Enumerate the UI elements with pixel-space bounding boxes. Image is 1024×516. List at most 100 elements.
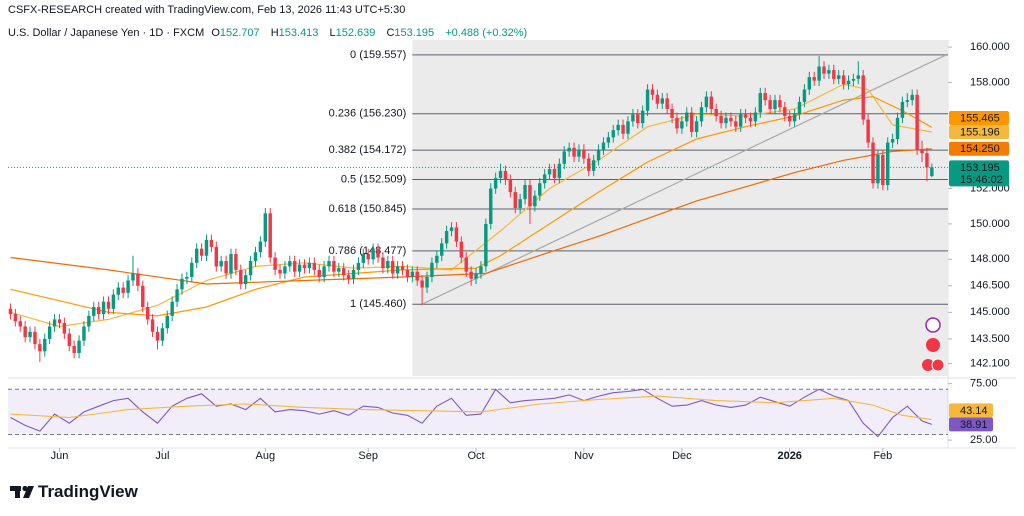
candle-body [258, 241, 263, 253]
candle-body [557, 163, 562, 178]
candle-body [356, 262, 361, 270]
candle-body [126, 280, 130, 293]
fib-shade [412, 40, 949, 376]
icon[interactable] [931, 358, 945, 372]
price-badge-countdown: 15:46:02 [960, 174, 1003, 186]
candle-body [523, 185, 527, 200]
candle-body [734, 121, 738, 127]
candle-body [542, 174, 547, 184]
rsi-badge-label: 43.14 [960, 405, 988, 417]
candle-body [351, 269, 356, 279]
candle-body [538, 183, 542, 196]
candle-body [400, 266, 405, 270]
logo-part [15, 486, 20, 498]
y-tick-label: 158.000 [970, 76, 1010, 88]
ohlc-key: C [386, 27, 395, 39]
candle-body [391, 261, 395, 274]
candle-body [787, 116, 792, 122]
candle-body [484, 223, 488, 267]
plot-area: 160.000158.000152.000150.000148.000146.5… [8, 40, 1010, 462]
fib-label: 0 (159.557) [350, 49, 406, 61]
candle-body [518, 199, 522, 208]
brand-name: TradingView [38, 482, 139, 501]
candle-body [253, 252, 258, 262]
candle-body [106, 301, 111, 309]
candle-body [890, 139, 895, 143]
y-tick-label: 148.000 [970, 253, 1010, 265]
candle-body [136, 273, 140, 286]
candle-body [469, 271, 473, 279]
fib-label: 1 (145.460) [350, 298, 406, 310]
ohlc-key: L [329, 27, 336, 39]
candle-body [861, 75, 865, 120]
candle-body [699, 107, 704, 122]
price-badge [949, 141, 1009, 156]
candle-body [631, 114, 635, 122]
fib-label: 0.786 (148.477) [329, 245, 407, 257]
candle-body [753, 112, 758, 122]
icon[interactable] [925, 317, 941, 333]
candle-body [381, 257, 385, 269]
candle-body [38, 344, 42, 352]
candle-body [738, 114, 743, 127]
candle-body [768, 100, 772, 109]
candle-body [28, 331, 32, 338]
ohlc-value: 153.413 [278, 27, 319, 39]
candle-body [807, 77, 812, 90]
candle-body [449, 227, 454, 231]
price-badge-label: 155.465 [960, 112, 1000, 124]
icon[interactable] [926, 338, 940, 352]
candle-body [577, 149, 581, 157]
candle-body [528, 185, 532, 207]
candle-body [141, 285, 145, 308]
fib-label: 0.382 (154.172) [329, 144, 407, 156]
candle-body [209, 239, 214, 247]
candle-body [52, 319, 57, 327]
x-tick-label: Oct [467, 450, 484, 462]
candle-body [263, 213, 268, 242]
logo-part [23, 486, 34, 498]
candle-body [827, 70, 831, 74]
trendline [421, 54, 947, 305]
candle-body [337, 268, 341, 272]
candle-body [224, 261, 228, 274]
brand-logo: TradingView [10, 482, 139, 501]
candle-body [150, 319, 155, 332]
candle-body [8, 308, 13, 315]
icon[interactable] [922, 359, 934, 371]
candle-body [871, 142, 875, 184]
candle-body [199, 248, 204, 256]
candle-body [395, 266, 400, 274]
candle-body [743, 114, 748, 118]
candle-body [33, 331, 37, 345]
rsi-tick-label: 75.00 [970, 378, 998, 390]
candle-body [562, 151, 566, 164]
candle-body [297, 264, 302, 272]
candle-body [292, 261, 297, 272]
candle-body [582, 149, 586, 159]
candle-body [57, 319, 62, 323]
candle-body [479, 266, 483, 274]
candle-body [895, 117, 900, 140]
ohlc-item: H153.413 [271, 27, 323, 39]
candle-body [420, 280, 424, 288]
candle-body [709, 96, 713, 109]
candle-body [13, 314, 18, 322]
candle-body [640, 110, 645, 124]
candle-body [155, 331, 160, 341]
candle-body [498, 170, 503, 178]
candle-body [18, 321, 22, 327]
x-tick-label: Nov [574, 450, 594, 462]
price-badge-label: 155.196 [960, 126, 1000, 138]
candle-body [841, 75, 846, 85]
symbol: U.S. Dollar / Japanese Yen · 1D · FXCM [8, 27, 205, 39]
candle-body [131, 273, 135, 281]
candle-body [783, 107, 787, 117]
ohlc-item: C153.195 [386, 27, 438, 39]
candle-body [194, 248, 199, 263]
candle-body [601, 142, 606, 150]
candle-body [748, 117, 753, 122]
candle-body [636, 114, 640, 124]
candle-body [621, 124, 625, 134]
